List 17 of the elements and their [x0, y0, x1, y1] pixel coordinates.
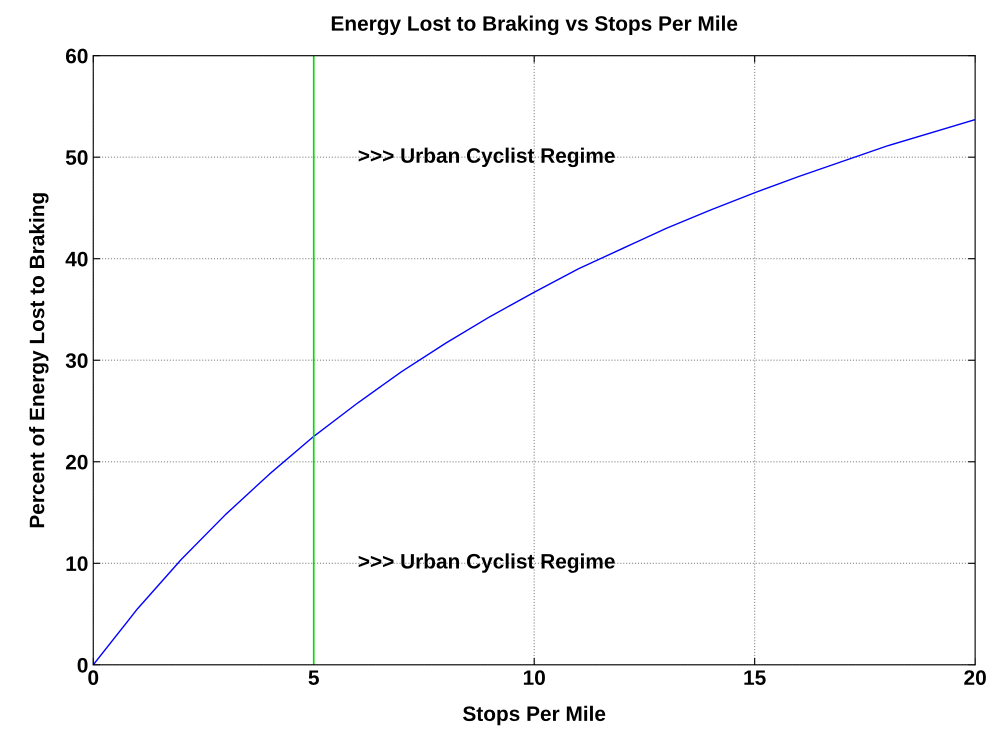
- chart-title: Energy Lost to Braking vs Stops Per Mile: [332, 16, 738, 36]
- y-tick-label: 30: [66, 353, 88, 368]
- annotation: >>> Urban Cyclist Regime: [358, 148, 615, 168]
- y-tick-label: 10: [66, 556, 88, 572]
- y-tick-label: 20: [66, 454, 88, 470]
- y-tick-label: 0: [78, 658, 88, 673]
- y-tick-label: 60: [66, 48, 88, 64]
- y-tick-label: 40: [66, 252, 88, 266]
- y-axis-title: Percent of Energy Lost to Braking: [29, 193, 49, 528]
- x-tick-label: 5: [308, 670, 319, 685]
- x-tick-label: 0: [88, 670, 98, 685]
- annotation: >>> Urban Cyclist Regime: [358, 553, 615, 573]
- x-axis-title: Stops Per Mile: [463, 706, 606, 726]
- y-tick-label: 50: [66, 150, 88, 165]
- x-tick-label: 15: [744, 670, 766, 685]
- x-tick-label: 10: [524, 670, 545, 685]
- x-tick-label: 20: [964, 670, 986, 685]
